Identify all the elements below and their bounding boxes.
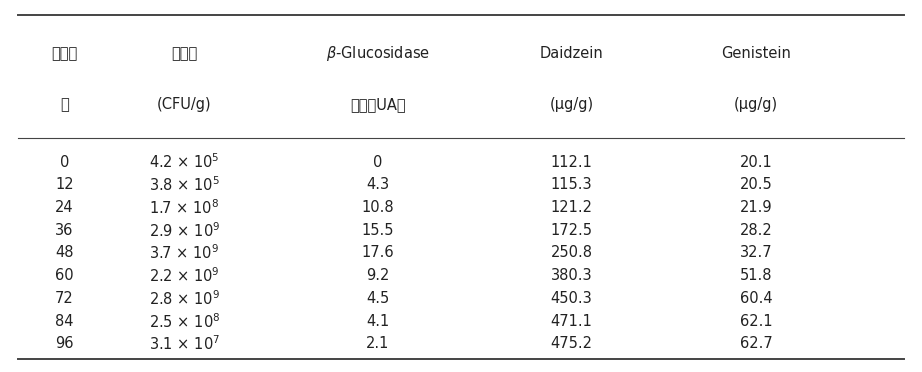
Text: 96: 96 bbox=[55, 336, 74, 352]
Text: 3.7 × 10$^{9}$: 3.7 × 10$^{9}$ bbox=[149, 244, 219, 262]
Text: 15.5: 15.5 bbox=[361, 223, 395, 238]
Text: (CFU/g): (CFU/g) bbox=[157, 97, 212, 112]
Text: 간: 간 bbox=[60, 97, 69, 112]
Text: 2.9 × 10$^{9}$: 2.9 × 10$^{9}$ bbox=[148, 221, 220, 240]
Text: 60: 60 bbox=[55, 268, 74, 283]
Text: 1.7 × 10$^{8}$: 1.7 × 10$^{8}$ bbox=[149, 198, 219, 217]
Text: 2.1: 2.1 bbox=[366, 336, 390, 352]
Text: 4.3: 4.3 bbox=[366, 177, 390, 192]
Text: Daidzein: Daidzein bbox=[539, 46, 604, 61]
Text: 4.1: 4.1 bbox=[366, 314, 390, 328]
Text: 475.2: 475.2 bbox=[550, 336, 593, 352]
Text: 112.1: 112.1 bbox=[550, 154, 593, 170]
Text: 20.5: 20.5 bbox=[739, 177, 773, 192]
Text: 60.4: 60.4 bbox=[739, 291, 773, 306]
Text: 115.3: 115.3 bbox=[550, 177, 593, 192]
Text: 48: 48 bbox=[55, 246, 74, 260]
Text: 경과시: 경과시 bbox=[52, 46, 77, 61]
Text: 72: 72 bbox=[55, 291, 74, 306]
Text: 10.8: 10.8 bbox=[361, 200, 395, 215]
Text: 62.1: 62.1 bbox=[739, 314, 773, 328]
Text: 3.1 × 10$^{7}$: 3.1 × 10$^{7}$ bbox=[148, 334, 220, 353]
Text: 2.5 × 10$^{8}$: 2.5 × 10$^{8}$ bbox=[148, 312, 220, 330]
Text: 20.1: 20.1 bbox=[739, 154, 773, 170]
Text: (μg/g): (μg/g) bbox=[550, 97, 594, 112]
Text: 250.8: 250.8 bbox=[550, 246, 593, 260]
Text: 0: 0 bbox=[373, 154, 383, 170]
Text: 24: 24 bbox=[55, 200, 74, 215]
Text: (μg/g): (μg/g) bbox=[734, 97, 778, 112]
Text: 84: 84 bbox=[55, 314, 74, 328]
Text: 380.3: 380.3 bbox=[550, 268, 593, 283]
Text: 9.2: 9.2 bbox=[366, 268, 390, 283]
Text: 28.2: 28.2 bbox=[739, 223, 773, 238]
Text: 생장성: 생장성 bbox=[171, 46, 197, 61]
Text: 471.1: 471.1 bbox=[550, 314, 593, 328]
Text: 3.8 × 10$^{5}$: 3.8 × 10$^{5}$ bbox=[149, 176, 219, 194]
Text: 17.6: 17.6 bbox=[361, 246, 395, 260]
Text: 36: 36 bbox=[55, 223, 74, 238]
Text: 62.7: 62.7 bbox=[739, 336, 773, 352]
Text: 4.5: 4.5 bbox=[366, 291, 390, 306]
Text: 4.2 × 10$^{5}$: 4.2 × 10$^{5}$ bbox=[149, 153, 219, 171]
Text: 활성（UA）: 활성（UA） bbox=[350, 97, 406, 112]
Text: 450.3: 450.3 bbox=[550, 291, 593, 306]
Text: 0: 0 bbox=[60, 154, 69, 170]
Text: 172.5: 172.5 bbox=[550, 223, 593, 238]
Text: 2.8 × 10$^{9}$: 2.8 × 10$^{9}$ bbox=[149, 289, 219, 308]
Text: 12: 12 bbox=[55, 177, 74, 192]
Text: 21.9: 21.9 bbox=[739, 200, 773, 215]
Text: Genistein: Genistein bbox=[721, 46, 791, 61]
Text: 121.2: 121.2 bbox=[550, 200, 593, 215]
Text: 51.8: 51.8 bbox=[739, 268, 773, 283]
Text: 2.2 × 10$^{9}$: 2.2 × 10$^{9}$ bbox=[149, 266, 219, 285]
Text: $\beta$-Glucosidase: $\beta$-Glucosidase bbox=[326, 44, 430, 64]
Text: 32.7: 32.7 bbox=[739, 246, 773, 260]
